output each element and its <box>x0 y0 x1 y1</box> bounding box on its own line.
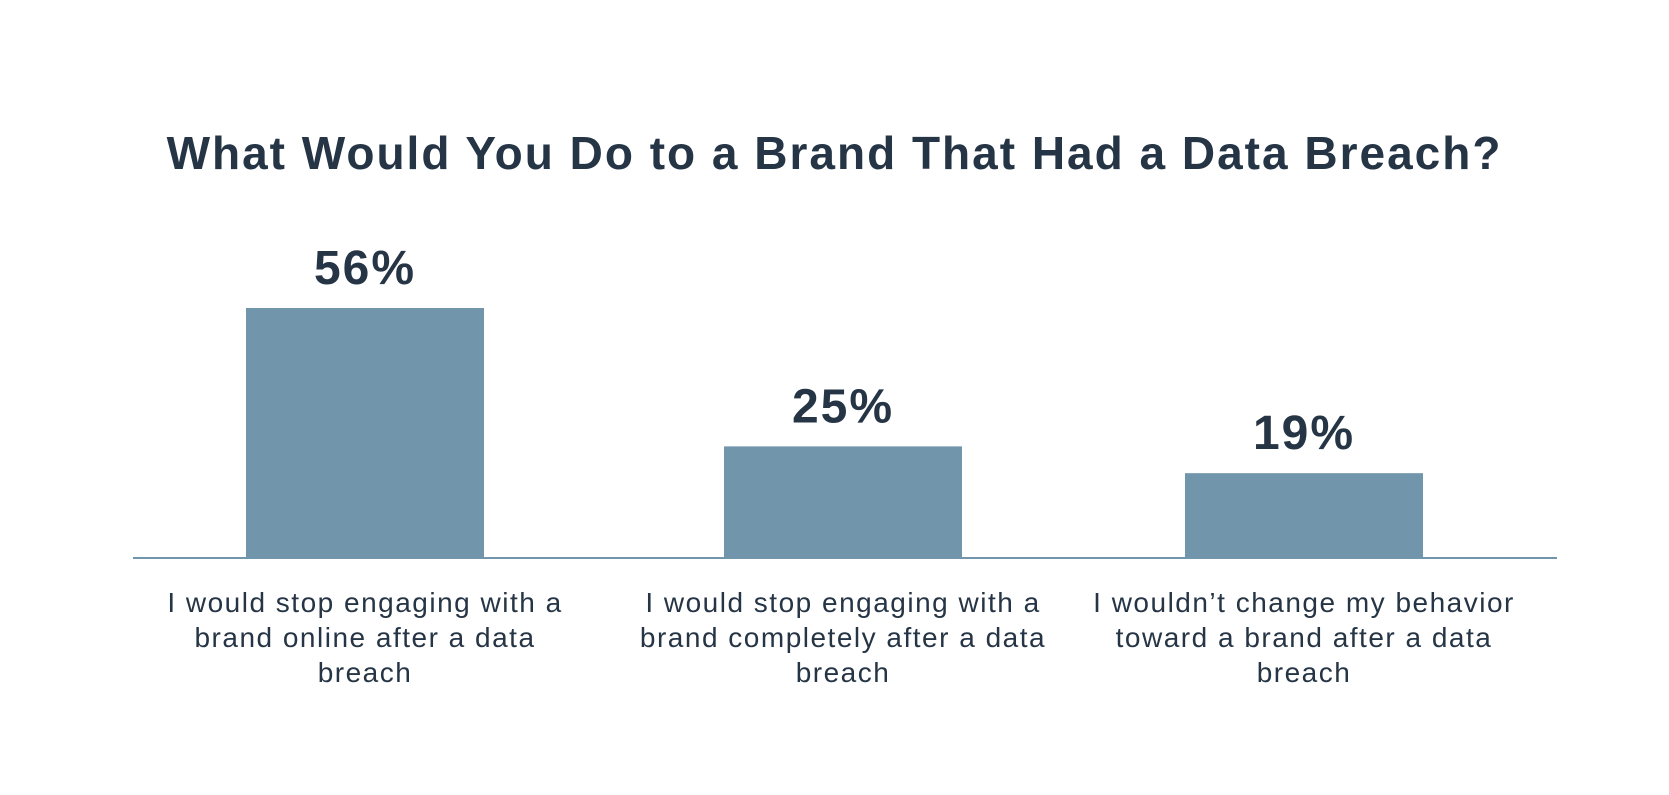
category-label-2: I wouldn’t change my behavior toward a b… <box>1093 587 1515 688</box>
value-label-1: 25% <box>792 380 894 433</box>
value-label-2: 19% <box>1253 407 1355 460</box>
bar-2 <box>1185 473 1423 558</box>
bar-1 <box>724 446 962 558</box>
bar-0 <box>246 308 484 558</box>
chart-title: What Would You Do to a Brand That Had a … <box>166 127 1503 179</box>
category-label-1: I would stop engaging with a brand compl… <box>639 587 1047 688</box>
category-label-0: I would stop engaging with a brand onlin… <box>167 587 563 688</box>
value-label-0: 56% <box>314 242 416 295</box>
